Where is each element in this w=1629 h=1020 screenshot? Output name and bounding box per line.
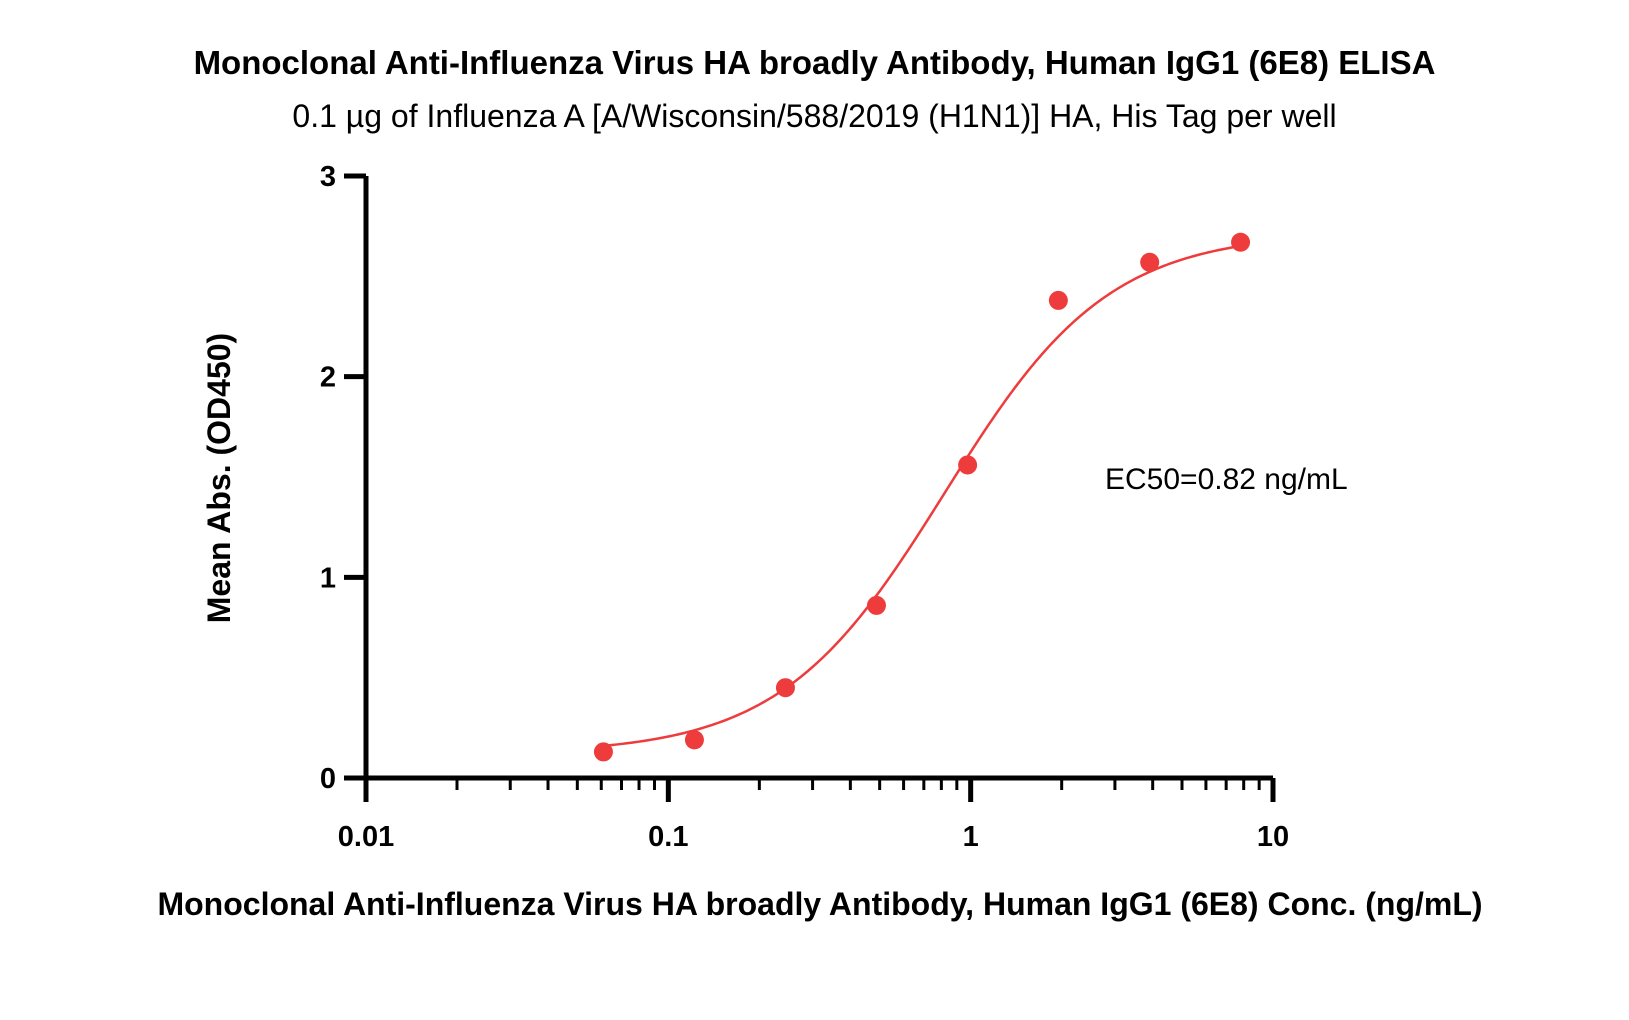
data-point <box>593 742 613 762</box>
axes <box>363 176 1273 781</box>
chart-title: Monoclonal Anti-Influenza Virus HA broad… <box>193 44 1436 81</box>
x-axis-title: Monoclonal Anti-Influenza Virus HA broad… <box>157 886 1482 922</box>
data-point <box>1140 252 1160 272</box>
x-tick-label: 10 <box>1257 821 1289 853</box>
ticks: 0 1 2 3 0.01 0.1 1 10 <box>320 161 1289 853</box>
x-tick-label: 0.01 <box>338 821 394 853</box>
fit-curve <box>603 244 1241 748</box>
data-point <box>1048 290 1068 310</box>
data-points <box>593 232 1251 762</box>
y-tick-label: 0 <box>320 763 336 795</box>
data-point <box>958 455 978 475</box>
data-point <box>1231 232 1251 252</box>
x-tick-label: 1 <box>963 821 979 853</box>
y-tick-label: 3 <box>320 161 336 193</box>
y-tick-label: 1 <box>320 562 336 594</box>
chart-subtitle: 0.1 µg of Influenza A [A/Wisconsin/588/2… <box>292 98 1337 134</box>
data-point <box>775 678 795 698</box>
ec50-annotation: EC50=0.82 ng/mL <box>1105 463 1348 496</box>
data-point <box>866 595 886 615</box>
data-point <box>684 730 704 750</box>
y-tick-label: 2 <box>320 362 336 394</box>
x-tick-label: 0.1 <box>648 821 688 853</box>
y-axis-title: Mean Abs. (OD450) <box>201 333 237 623</box>
